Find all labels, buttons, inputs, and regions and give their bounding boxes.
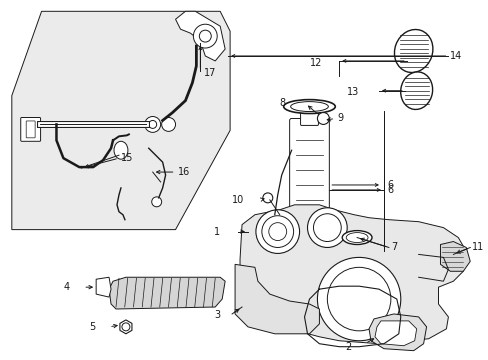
Text: 10: 10 (232, 195, 244, 205)
Text: 12: 12 (309, 58, 321, 68)
Circle shape (307, 208, 346, 247)
Text: 11: 11 (471, 243, 484, 252)
Ellipse shape (290, 102, 327, 112)
Polygon shape (120, 320, 132, 334)
Polygon shape (235, 264, 319, 334)
Circle shape (317, 257, 400, 341)
Circle shape (162, 117, 175, 131)
Polygon shape (240, 205, 466, 344)
Ellipse shape (400, 72, 432, 109)
FancyBboxPatch shape (300, 112, 318, 125)
Text: 6: 6 (386, 180, 392, 190)
Text: 9: 9 (337, 113, 343, 123)
Text: 7: 7 (390, 243, 396, 252)
Polygon shape (12, 11, 230, 230)
Text: 13: 13 (346, 87, 359, 97)
Polygon shape (96, 277, 111, 297)
Circle shape (148, 121, 156, 129)
Polygon shape (368, 314, 426, 351)
Circle shape (263, 193, 272, 203)
Circle shape (193, 24, 217, 48)
Circle shape (255, 210, 299, 253)
Text: 3: 3 (214, 310, 220, 320)
Polygon shape (440, 242, 469, 271)
Text: 4: 4 (63, 282, 69, 292)
Text: 15: 15 (121, 153, 133, 163)
Text: 2: 2 (344, 342, 350, 352)
Text: 14: 14 (449, 51, 462, 61)
Ellipse shape (346, 233, 367, 243)
Circle shape (122, 323, 130, 331)
FancyBboxPatch shape (26, 121, 35, 138)
Text: 8: 8 (279, 98, 285, 108)
Circle shape (326, 267, 390, 331)
Circle shape (262, 216, 293, 247)
Polygon shape (374, 321, 416, 346)
FancyBboxPatch shape (289, 118, 328, 231)
Ellipse shape (394, 30, 432, 72)
Ellipse shape (114, 141, 128, 159)
Circle shape (199, 30, 211, 42)
Text: 16: 16 (177, 167, 189, 177)
Ellipse shape (283, 100, 335, 113)
Text: 17: 17 (204, 68, 216, 78)
Circle shape (151, 197, 162, 207)
Circle shape (313, 214, 341, 242)
Circle shape (317, 113, 328, 125)
Text: 1: 1 (214, 226, 220, 237)
Text: 5: 5 (89, 322, 95, 332)
Ellipse shape (342, 231, 371, 244)
FancyBboxPatch shape (20, 117, 41, 141)
Circle shape (268, 223, 286, 240)
Polygon shape (175, 11, 224, 61)
Polygon shape (109, 277, 224, 309)
Circle shape (144, 117, 161, 132)
Text: 6: 6 (386, 185, 392, 195)
